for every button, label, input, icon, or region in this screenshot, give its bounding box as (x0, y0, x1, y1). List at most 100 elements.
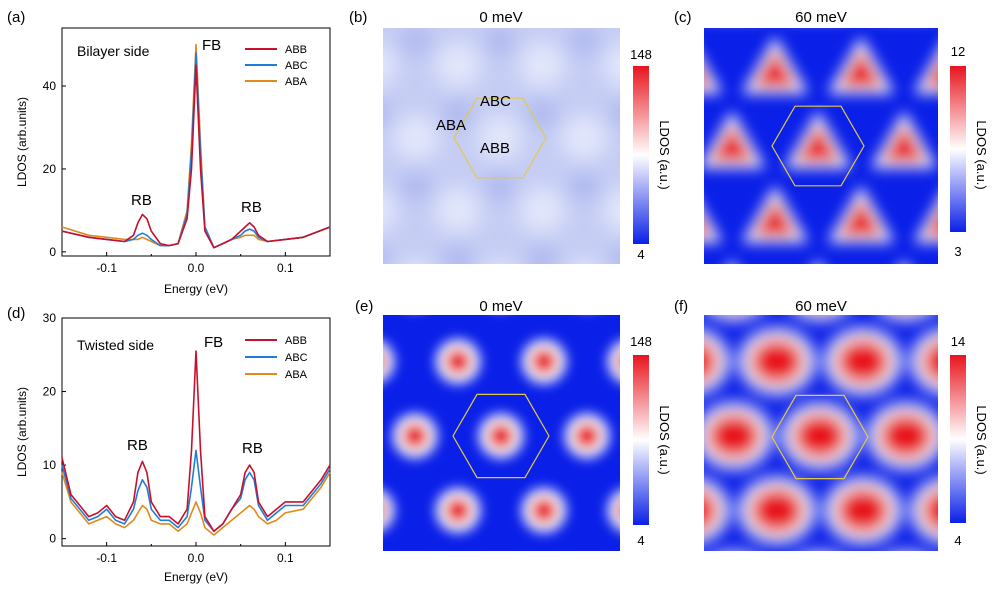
ldos-spot (226, 116, 270, 160)
panel-d-rb-right-label: RB (242, 440, 263, 457)
ldos-halo (696, 552, 772, 589)
ldos-spot (604, 44, 620, 87)
panel-f-label: (f) (674, 298, 688, 315)
ldos-spot (707, 264, 761, 310)
ldos-spot (922, 340, 938, 383)
ldos-halo (613, 0, 679, 19)
ldos-halo (954, 254, 1000, 320)
ldos-halo (307, 563, 351, 589)
panel-d-side-label: Twisted side (77, 337, 154, 353)
x-tick-label: -0.1 (96, 261, 117, 275)
legend-a-abb: ABB (285, 44, 307, 56)
ldos-spot (707, 413, 761, 459)
ldos-spot (968, 0, 1000, 13)
ldos-dim-spot (612, 246, 620, 264)
ldos-spot (660, 274, 686, 300)
legend-d-abb: ABB (285, 335, 307, 347)
ldos-spot (750, 338, 804, 385)
ldos-spot (531, 348, 557, 375)
ldos-spot (488, 423, 514, 449)
ldos-spot (710, 0, 755, 13)
panel-e-map (307, 265, 686, 589)
panel-d-legend: ABB ABC ABA (245, 335, 308, 381)
y-tick-label: 20 (43, 162, 57, 176)
ldos-spot (882, 272, 927, 311)
panel-c-title: 60 meV (795, 9, 847, 26)
x-tick-label: 0.1 (277, 551, 294, 565)
ldos-spot (402, 274, 428, 300)
ldos-halo (613, 260, 679, 317)
legend-a-aba: ABA (285, 76, 308, 88)
site-label-abc: ABC (480, 93, 511, 110)
ldos-spot (660, 572, 686, 589)
ldos-spot (574, 572, 600, 589)
ldos-dim-spot (444, 245, 472, 264)
y-tick-label: 40 (43, 79, 57, 93)
ldos-spot (531, 497, 557, 524)
ldos-spot (226, 0, 270, 15)
y-tick-label: 20 (43, 385, 57, 399)
ldos-halo (565, 265, 609, 309)
ldos-spot (730, 261, 774, 305)
ldos-dim-spot (612, 100, 620, 127)
ldos-spot (402, 572, 428, 589)
ldos-spot (316, 423, 342, 449)
ldos-halo (608, 341, 620, 382)
series-line-abb (61, 64, 331, 249)
panel-a-fb-label: FB (202, 37, 221, 54)
ldos-spot (488, 274, 514, 300)
y-tick-label: 30 (43, 311, 57, 325)
panel-b-map (226, 0, 774, 346)
ldos-spot (836, 338, 890, 385)
ldos-dim-spot (276, 100, 304, 128)
x-tick-label: -0.1 (96, 551, 117, 565)
ldos-dim-spot (318, 27, 346, 55)
ldos-spot (488, 572, 514, 589)
ldos-dim-spot (528, 245, 556, 264)
ldos-dim-spot (383, 248, 388, 264)
panel-e-title: 0 meV (479, 298, 522, 315)
ldos-spot (383, 354, 385, 369)
ldos-spot (621, 562, 675, 589)
ldos-spot (383, 45, 396, 86)
ldos-spot (795, 123, 841, 162)
panel-c-cbar-min: 3 (954, 244, 961, 259)
panel-f-cbar-min: 4 (954, 533, 961, 548)
panel-d-series (61, 350, 331, 536)
ldos-spot (520, 188, 564, 233)
ldos-dim-spot (528, 99, 556, 128)
ldos-dim-spot (402, 172, 430, 201)
ldos-dim-spot (654, 27, 682, 55)
ldos-spot (310, 261, 354, 305)
ldos-spot (879, 562, 933, 589)
ldos-dim-spot (318, 172, 346, 200)
ldos-halo (954, 552, 1000, 589)
ldos-dim-spot (570, 172, 598, 201)
ldos-dim-spot (570, 28, 598, 55)
series-line-abc (61, 449, 331, 533)
ldos-spot (752, 48, 798, 88)
ldos-spot (604, 189, 620, 232)
ldos-halo (383, 342, 394, 381)
panel-d-rb-left-label: RB (127, 437, 148, 454)
ldos-dim-spot (318, 318, 346, 346)
panel-b-cbar-max: 148 (630, 47, 652, 62)
ldos-spot (879, 413, 933, 459)
ldos-halo (699, 0, 765, 19)
panel-b-unit-cell-hexagon (453, 97, 547, 179)
panel-c-cbar-max: 12 (951, 44, 965, 59)
ldos-spot (621, 264, 675, 310)
ldos-halo (957, 260, 1000, 317)
panel-f-cbar-label: LDOS (a.u.) (974, 405, 989, 474)
ldos-spot (489, 261, 511, 264)
ldos-halo (868, 552, 944, 589)
ldos-spot (793, 413, 847, 459)
panel-b-label: (b) (349, 9, 367, 26)
ldos-spot (730, 0, 774, 15)
panel-f: (f) 60 meV 14 4 LDOS (a.u.) (621, 254, 1000, 589)
ldos-halo (479, 563, 523, 589)
ldos-spot (879, 264, 933, 310)
panel-a-axes: -0.1 0.0 0.1 0 20 40 (43, 79, 331, 275)
ldos-halo (565, 563, 609, 589)
panel-e: (e) 0 meV 148 4 LDOS (a.u.) (307, 265, 686, 589)
